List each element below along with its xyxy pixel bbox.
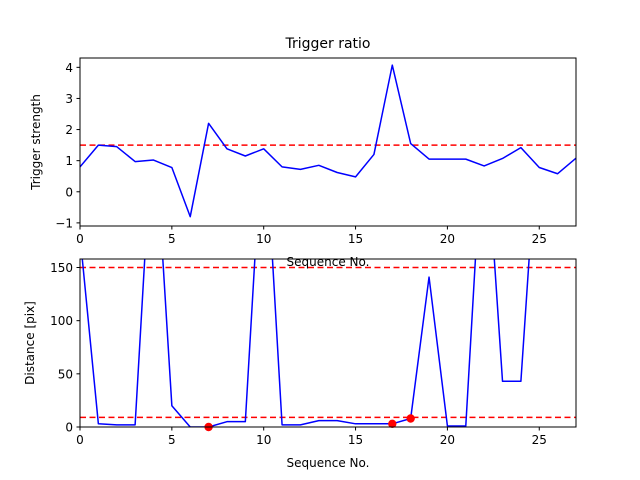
bottom-y-tick-label: 100 [50,314,73,328]
top-y-axis-label: Trigger strength [29,94,43,191]
top-y-tick-label: 3 [65,92,73,106]
top-y-tick-label: −1 [55,216,73,230]
bottom-x-tick-label: 15 [348,433,363,447]
top-axes-frame [79,57,577,227]
top-x-tick-label: 20 [440,232,455,246]
bottom-axes-frame [79,258,577,428]
bottom-marker-point [388,419,397,429]
top-x-tick-label: 0 [76,232,84,246]
bottom-x-tick-label: 20 [440,433,455,447]
bottom-axes: Sequence No. Distance [pix] 0 5 10 15 20 25 0 5… [23,258,577,470]
top-y-tick-label: 2 [65,123,73,137]
bottom-y-tick-label: 150 [50,261,73,275]
top-y-tick-label: 1 [65,154,73,168]
bottom-x-tick-label: 5 [168,433,176,447]
top-axes: Sequence No. Trigger strength 0 5 10 15 20 25… [29,57,577,269]
bottom-y-tick-label: 0 [65,421,73,435]
bottom-x-tick-label: 25 [532,433,547,447]
chart-title: Trigger ratio [284,36,370,52]
bottom-plot-area [80,259,576,427]
top-series-line-0 [80,64,576,218]
top-x-tick-label: 10 [256,232,271,246]
bottom-x-tick-label: 0 [76,433,84,447]
bottom-x-tick-label: 10 [256,433,271,447]
bottom-marker-point [406,414,415,423]
bottom-x-axis-label: Sequence No. [287,456,370,470]
bottom-y-tick-label: 50 [58,367,73,381]
bottom-series-line-0 [81,259,530,427]
top-x-tick-label: 25 [532,232,547,246]
top-y-tick-label: 0 [65,185,73,199]
top-x-tick-label: 15 [348,232,363,246]
top-y-tick-label: 4 [65,61,73,75]
top-x-tick-label: 5 [168,232,176,246]
bottom-y-axis-label: Distance [pix] [23,301,37,385]
top-plot-area [80,64,576,218]
